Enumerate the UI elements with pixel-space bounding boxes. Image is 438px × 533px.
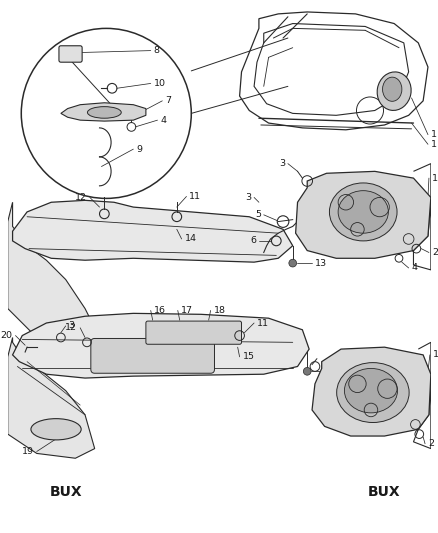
Circle shape bbox=[289, 259, 297, 267]
Text: 13: 13 bbox=[315, 259, 327, 268]
Text: 4: 4 bbox=[160, 116, 166, 125]
Polygon shape bbox=[13, 200, 293, 262]
Circle shape bbox=[198, 238, 203, 244]
Text: 14: 14 bbox=[184, 235, 197, 244]
Text: BUX: BUX bbox=[49, 485, 82, 499]
FancyBboxPatch shape bbox=[91, 338, 215, 373]
Text: 11: 11 bbox=[189, 192, 201, 201]
Text: 11: 11 bbox=[257, 319, 269, 327]
Text: 3: 3 bbox=[245, 193, 251, 202]
Text: 1: 1 bbox=[431, 140, 437, 149]
Text: 9: 9 bbox=[136, 144, 142, 154]
FancyBboxPatch shape bbox=[146, 321, 241, 344]
Text: 3: 3 bbox=[69, 321, 75, 330]
Text: 2: 2 bbox=[428, 439, 434, 448]
Text: 3: 3 bbox=[279, 159, 285, 168]
Circle shape bbox=[64, 238, 68, 244]
Text: 12: 12 bbox=[75, 193, 87, 202]
Text: 1: 1 bbox=[433, 350, 438, 359]
FancyBboxPatch shape bbox=[59, 46, 82, 62]
Polygon shape bbox=[13, 313, 309, 378]
Ellipse shape bbox=[329, 183, 397, 241]
Text: 10: 10 bbox=[154, 79, 166, 88]
Ellipse shape bbox=[31, 418, 81, 440]
Text: 6: 6 bbox=[250, 237, 256, 245]
Text: 13: 13 bbox=[329, 367, 342, 376]
Ellipse shape bbox=[382, 77, 402, 101]
Text: 19: 19 bbox=[22, 447, 34, 456]
Circle shape bbox=[121, 238, 126, 244]
Ellipse shape bbox=[377, 72, 411, 110]
Ellipse shape bbox=[338, 191, 389, 233]
Text: 7: 7 bbox=[165, 96, 171, 106]
Text: 15: 15 bbox=[243, 352, 254, 361]
Text: 8: 8 bbox=[154, 46, 159, 55]
Circle shape bbox=[304, 367, 311, 375]
Circle shape bbox=[58, 352, 64, 357]
Ellipse shape bbox=[337, 362, 409, 423]
Text: 20: 20 bbox=[0, 331, 13, 340]
Text: 12: 12 bbox=[65, 324, 77, 333]
Text: 1: 1 bbox=[431, 130, 437, 139]
Text: 18: 18 bbox=[213, 306, 226, 315]
Polygon shape bbox=[8, 202, 104, 352]
Polygon shape bbox=[8, 337, 95, 458]
Circle shape bbox=[227, 352, 232, 357]
Ellipse shape bbox=[88, 107, 121, 118]
Text: 2: 2 bbox=[432, 248, 438, 257]
Text: 5: 5 bbox=[255, 211, 261, 219]
Polygon shape bbox=[296, 171, 431, 259]
Text: 16: 16 bbox=[154, 306, 166, 315]
Text: 1: 1 bbox=[432, 174, 438, 183]
Polygon shape bbox=[312, 347, 431, 436]
Circle shape bbox=[276, 352, 281, 357]
Polygon shape bbox=[61, 103, 146, 121]
Text: BUX: BUX bbox=[368, 485, 401, 499]
Ellipse shape bbox=[344, 368, 398, 413]
Text: 4: 4 bbox=[412, 263, 417, 272]
Circle shape bbox=[242, 238, 247, 244]
Text: 17: 17 bbox=[180, 306, 193, 315]
